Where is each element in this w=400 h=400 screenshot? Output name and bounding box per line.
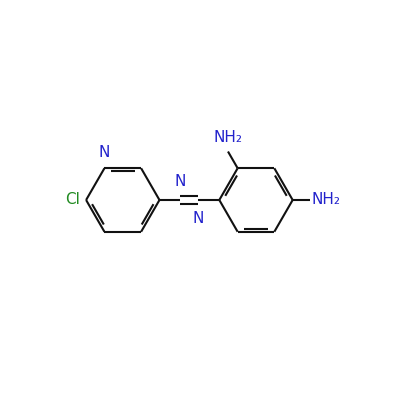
Text: NH₂: NH₂ [214, 130, 242, 144]
Text: N: N [99, 145, 110, 160]
Text: NH₂: NH₂ [312, 192, 341, 208]
Text: N: N [175, 174, 186, 189]
Text: N: N [193, 211, 204, 226]
Text: Cl: Cl [66, 192, 80, 208]
